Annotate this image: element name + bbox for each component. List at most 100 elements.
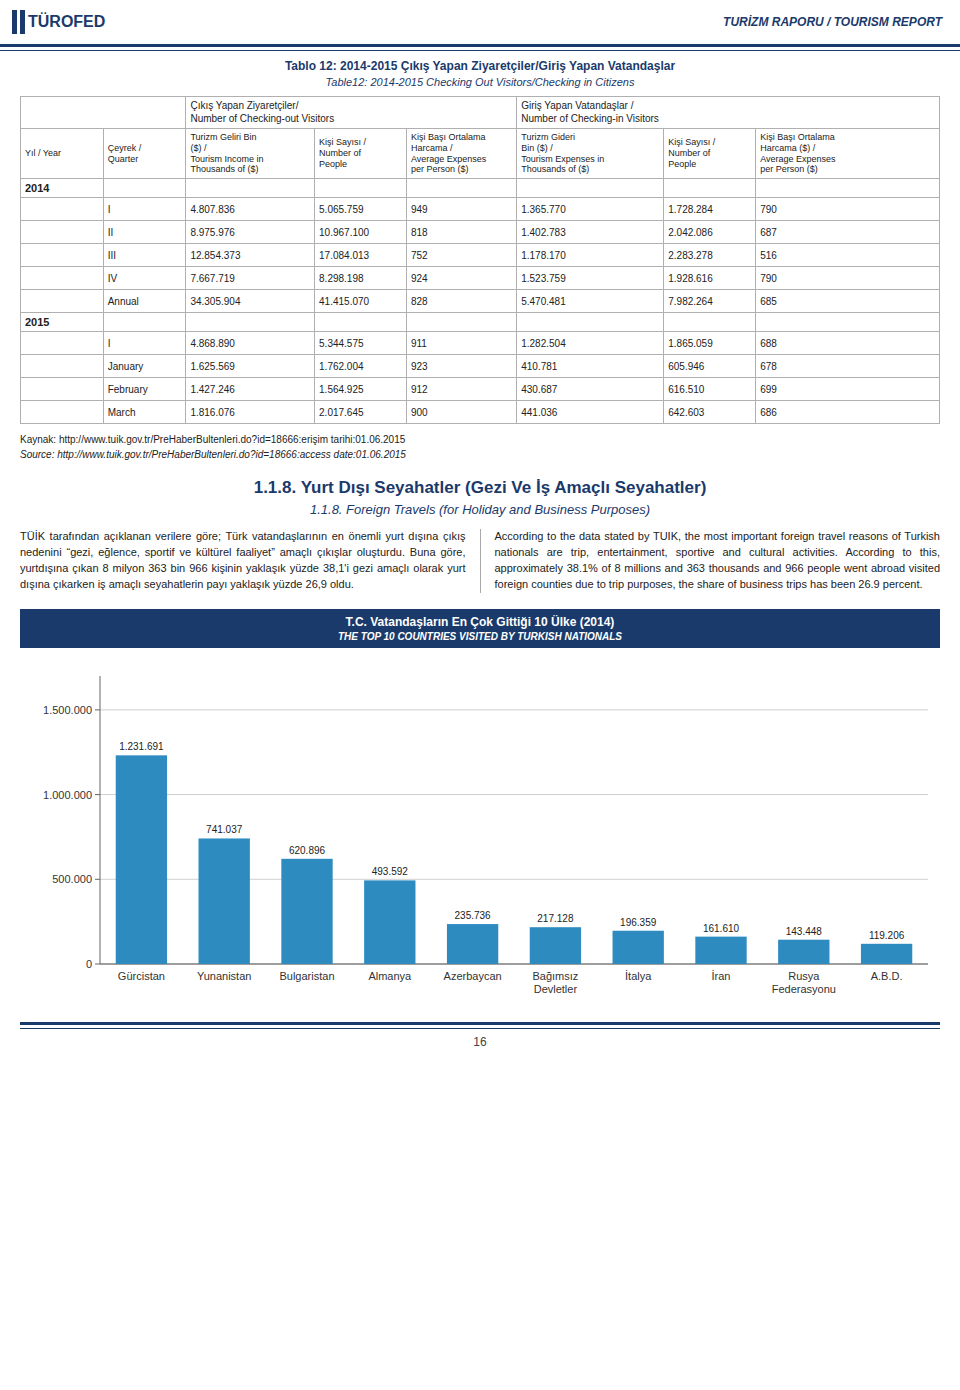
table-cell: 828 xyxy=(406,290,516,313)
table-cell: 1.728.284 xyxy=(664,198,756,221)
paragraphs: TÜİK tarafından açıklanan verilere göre;… xyxy=(20,529,940,593)
column-header: Çeyrek / Quarter xyxy=(103,129,186,179)
table-cell: 923 xyxy=(406,355,516,378)
table-cell: 41.415.070 xyxy=(315,290,407,313)
logo: TÜROFED xyxy=(12,10,105,34)
data-row: IV7.667.7198.298.1989241.523.7591.928.61… xyxy=(21,267,940,290)
y-tick xyxy=(95,963,100,964)
table-cell: 7.667.719 xyxy=(186,267,315,290)
table-cell: 678 xyxy=(756,355,940,378)
group-header-cell: Çıkış Yapan Ziyaretçiler/ Number of Chec… xyxy=(186,97,517,129)
table-cell: 34.305.904 xyxy=(186,290,315,313)
header-left: TÜROFED xyxy=(28,13,105,31)
table-cell: 790 xyxy=(756,198,940,221)
year-row: 2015 xyxy=(21,313,940,332)
table-cell: 752 xyxy=(406,244,516,267)
logo-bar xyxy=(20,10,25,34)
table-cell: 8.298.198 xyxy=(315,267,407,290)
table-cell: 1.365.770 xyxy=(517,198,664,221)
group-header-cell xyxy=(21,97,186,129)
table-cell: 7.982.264 xyxy=(664,290,756,313)
table-cell: 4.807.836 xyxy=(186,198,315,221)
y-tick-label: 500.000 xyxy=(52,873,92,885)
paragraph: According to the data stated by TUIK, th… xyxy=(480,529,941,593)
group-header-cell: Giriş Yapan Vatandaşlar / Number of Chec… xyxy=(517,97,940,129)
bar xyxy=(778,940,829,964)
table-cell: 2.042.086 xyxy=(664,221,756,244)
table-cell: 818 xyxy=(406,221,516,244)
table-cell xyxy=(21,332,104,355)
y-axis xyxy=(100,676,101,964)
data-label: 161.610 xyxy=(703,923,740,934)
rule-thin xyxy=(0,50,960,51)
table-cell xyxy=(21,355,104,378)
rule-thick xyxy=(0,44,960,47)
table-cell: 642.603 xyxy=(664,401,756,424)
column-header: Turizm Gideri Bin ($) / Tourism Expenses… xyxy=(517,129,664,179)
table-cell: 1.178.170 xyxy=(517,244,664,267)
grid-line xyxy=(100,709,928,710)
data-table: Çıkış Yapan Ziyaretçiler/ Number of Chec… xyxy=(20,96,940,424)
table-cell xyxy=(664,179,756,198)
year-cell: 2015 xyxy=(21,313,104,332)
bar xyxy=(447,924,498,964)
table-cell: 616.510 xyxy=(664,378,756,401)
table-cell xyxy=(21,244,104,267)
y-tick-label: 1.500.000 xyxy=(43,704,92,716)
data-row: I4.868.8905.344.5759111.282.5041.865.059… xyxy=(21,332,940,355)
column-header: Kişi Sayısı / Number of People xyxy=(315,129,407,179)
table-cell xyxy=(21,221,104,244)
source: Kaynak: http://www.tuik.gov.tr/PreHaberB… xyxy=(20,432,940,462)
table-cell: 1.427.246 xyxy=(186,378,315,401)
data-row: III12.854.37317.084.0137521.178.1702.283… xyxy=(21,244,940,267)
section-title-tr: 1.1.8. Yurt Dışı Seyahatler (Gezi Ve İş … xyxy=(20,478,940,498)
table-cell: I xyxy=(103,332,186,355)
data-row: February1.427.2461.564.925912430.687616.… xyxy=(21,378,940,401)
data-label: 620.896 xyxy=(289,845,326,856)
logo-bar xyxy=(12,10,17,34)
data-label: 217.128 xyxy=(537,913,574,924)
table-title: Tablo 12: 2014-2015 Çıkış Yapan Ziyaretç… xyxy=(20,59,940,88)
table-cell: 17.084.013 xyxy=(315,244,407,267)
bar xyxy=(530,927,581,964)
x-tick-label: Yunanistan xyxy=(197,970,251,982)
table-cell: II xyxy=(103,221,186,244)
table-cell: 686 xyxy=(756,401,940,424)
labels: 1.231.691741.037620.896493.592235.736217… xyxy=(119,741,905,940)
table-cell: 1.928.616 xyxy=(664,267,756,290)
section-title: 1.1.8. Yurt Dışı Seyahatler (Gezi Ve İş … xyxy=(20,478,940,517)
data-row: January1.625.5691.762.004923410.781605.9… xyxy=(21,355,940,378)
table-cell: 687 xyxy=(756,221,940,244)
page-number: 16 xyxy=(0,1035,960,1049)
column-header: Kişi Başı Ortalama Harcama / Average Exp… xyxy=(406,129,516,179)
table-cell: 900 xyxy=(406,401,516,424)
year-row: 2014 xyxy=(21,179,940,198)
table-cell: III xyxy=(103,244,186,267)
table-cell: 688 xyxy=(756,332,940,355)
data-row: I4.807.8365.065.7599491.365.7701.728.284… xyxy=(21,198,940,221)
table-cell: I xyxy=(103,198,186,221)
table-cell: January xyxy=(103,355,186,378)
table-cell: March xyxy=(103,401,186,424)
group-header-row: Çıkış Yapan Ziyaretçiler/ Number of Chec… xyxy=(21,97,940,129)
y-tick-label: 1.000.000 xyxy=(43,789,92,801)
table-cell xyxy=(315,313,407,332)
bar xyxy=(861,944,912,964)
table-cell: 5.344.575 xyxy=(315,332,407,355)
paragraph: TÜİK tarafından açıklanan verilere göre;… xyxy=(20,529,480,593)
table-cell: 5.065.759 xyxy=(315,198,407,221)
header: TÜROFEDTURİZM RAPORU / TOURISM REPORT xyxy=(0,0,960,44)
table-cell: 949 xyxy=(406,198,516,221)
table-cell xyxy=(406,313,516,332)
bar xyxy=(281,859,332,964)
table-cell: 4.868.890 xyxy=(186,332,315,355)
table-cell: 1.816.076 xyxy=(186,401,315,424)
x-tick-label: Azerbaycan xyxy=(444,970,502,982)
bar-chart: 0500.0001.000.0001.500.0001.231.691741.0… xyxy=(20,654,940,1014)
data-label: 143.448 xyxy=(786,926,823,937)
table-cell xyxy=(664,313,756,332)
bars xyxy=(116,755,913,964)
table-cell: 1.865.059 xyxy=(664,332,756,355)
table-cell xyxy=(406,179,516,198)
table-title-tr: Tablo 12: 2014-2015 Çıkış Yapan Ziyaretç… xyxy=(20,59,940,73)
